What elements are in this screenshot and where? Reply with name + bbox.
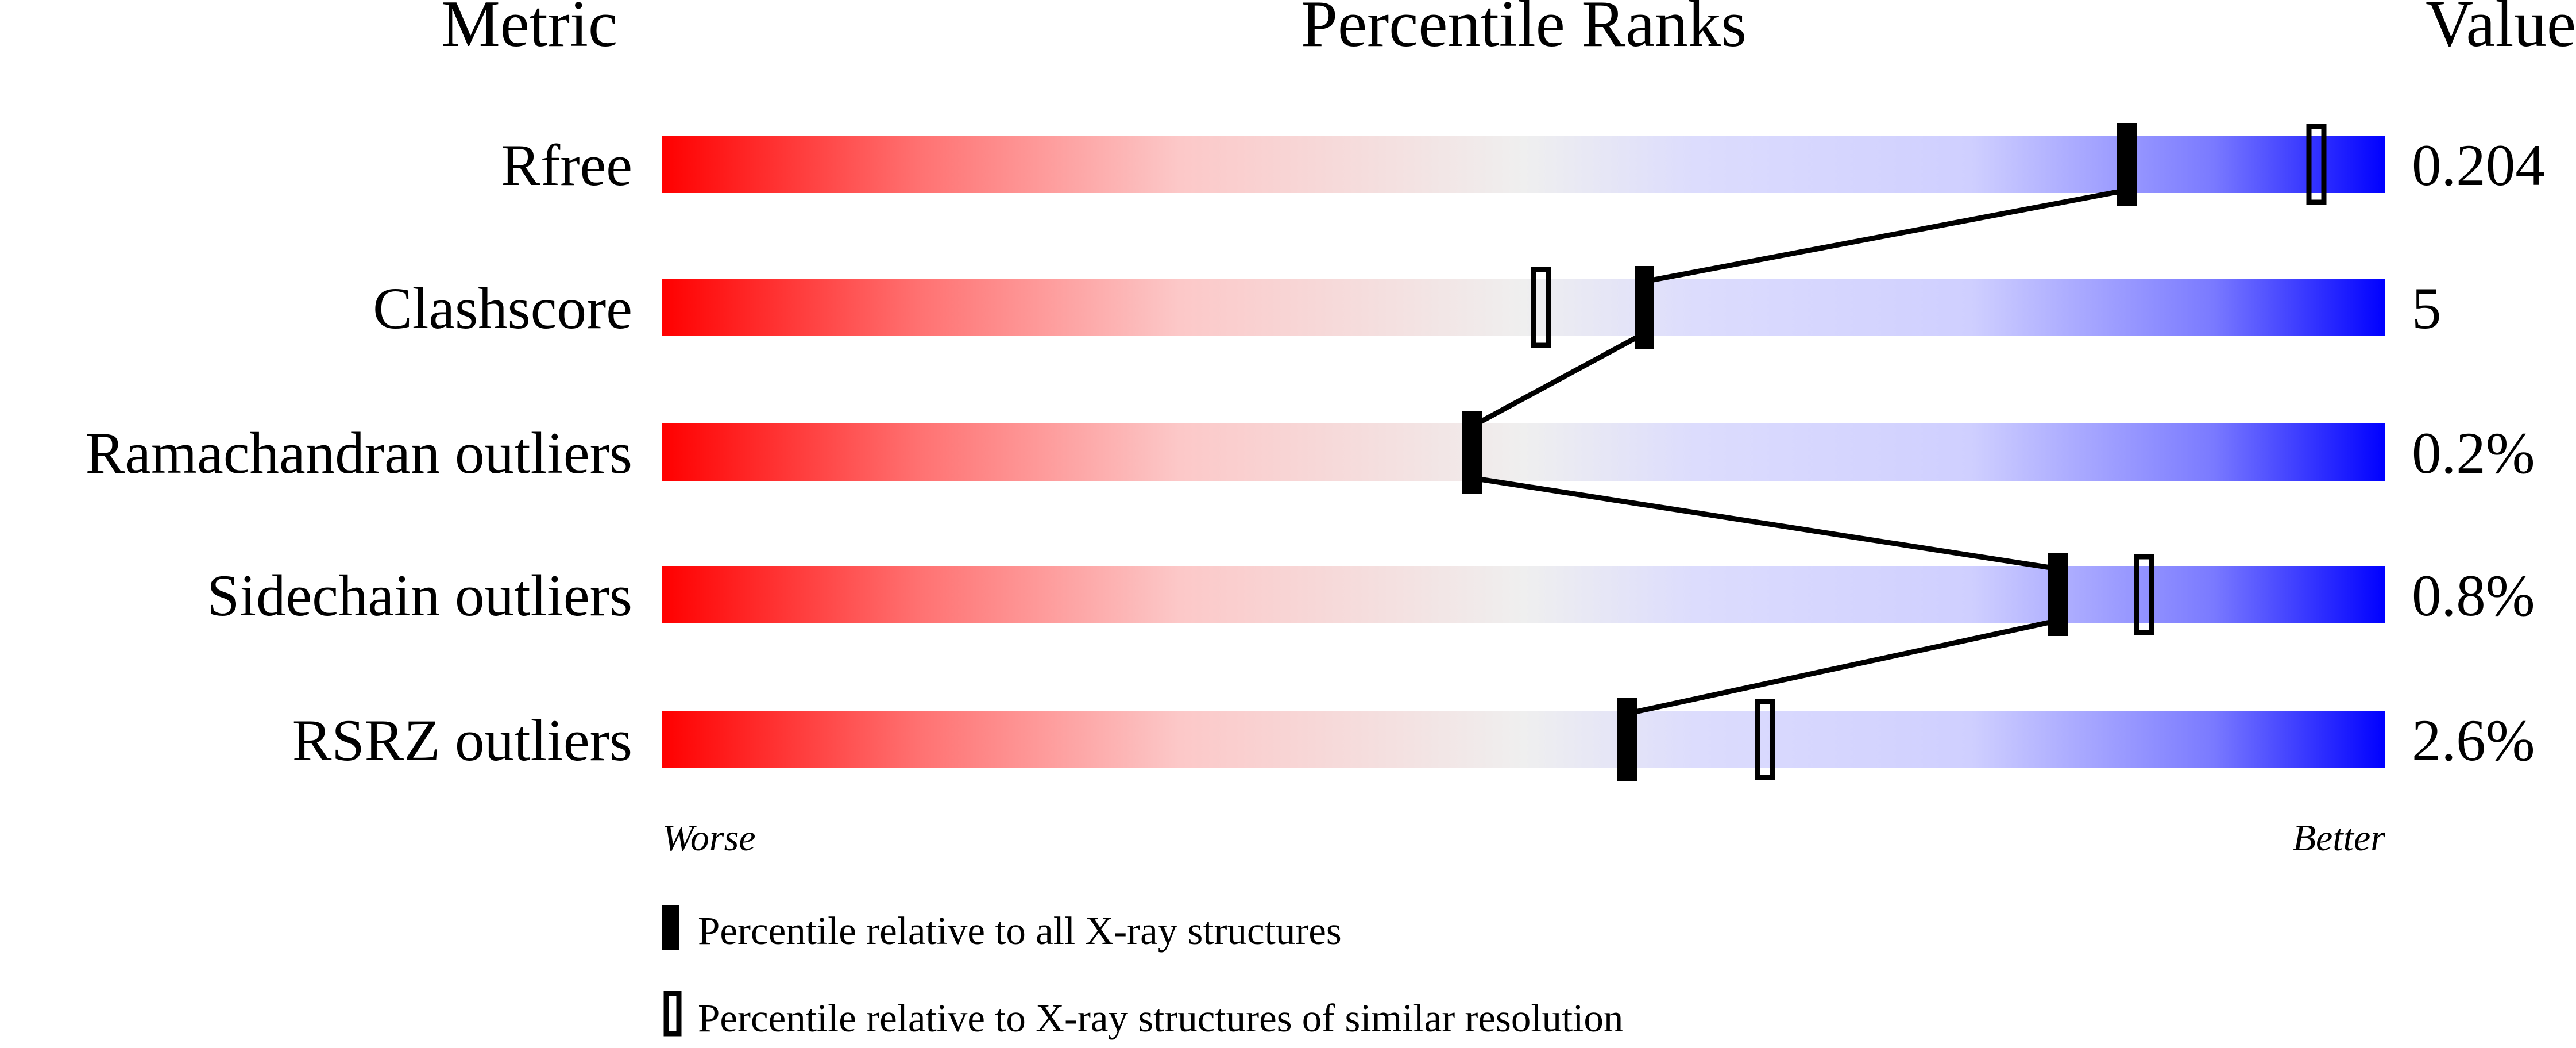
metric-value: 5 <box>2412 276 2442 341</box>
marker-similar-resolution <box>1755 699 1775 780</box>
connector-line <box>1644 187 2127 284</box>
marker-similar-resolution <box>1531 267 1551 348</box>
connector-line <box>1470 331 1646 429</box>
header-metric: Metric <box>441 0 617 60</box>
marker-similar-resolution <box>2134 554 2154 635</box>
metric-label: Sidechain outliers <box>207 563 632 629</box>
percentile-bar <box>662 279 2385 336</box>
axis-label-better: Better <box>2293 817 2386 859</box>
axis-label-worse: Worse <box>662 817 756 859</box>
legend-filled-marker <box>662 905 679 950</box>
metric-value: 0.204 <box>2412 133 2545 198</box>
chart-title: Percentile Ranks <box>1301 0 1747 60</box>
connector-line <box>1627 618 2059 716</box>
percentile-bar <box>662 136 2385 193</box>
metric-label: Ramachandran outliers <box>86 421 632 486</box>
metric-value: 0.2% <box>2412 421 2535 486</box>
marker-similar-resolution <box>2306 124 2327 205</box>
legend-open-label: Percentile relative to X-ray structures … <box>698 996 1623 1040</box>
percentile-bar <box>662 423 2385 481</box>
metric-value: 0.8% <box>2412 563 2535 629</box>
metric-value: 2.6% <box>2412 708 2535 773</box>
legend-open-marker <box>663 991 682 1037</box>
metric-label: RSRZ outliers <box>292 708 632 773</box>
metric-label: Clashscore <box>373 276 632 341</box>
header-value: Value <box>2426 0 2576 60</box>
percentile-bar <box>662 711 2385 768</box>
connector-line <box>1472 475 2059 572</box>
percentile-bar <box>662 566 2385 623</box>
legend-filled-label: Percentile relative to all X-ray structu… <box>698 909 1342 953</box>
metric-label: Rfree <box>501 133 632 198</box>
